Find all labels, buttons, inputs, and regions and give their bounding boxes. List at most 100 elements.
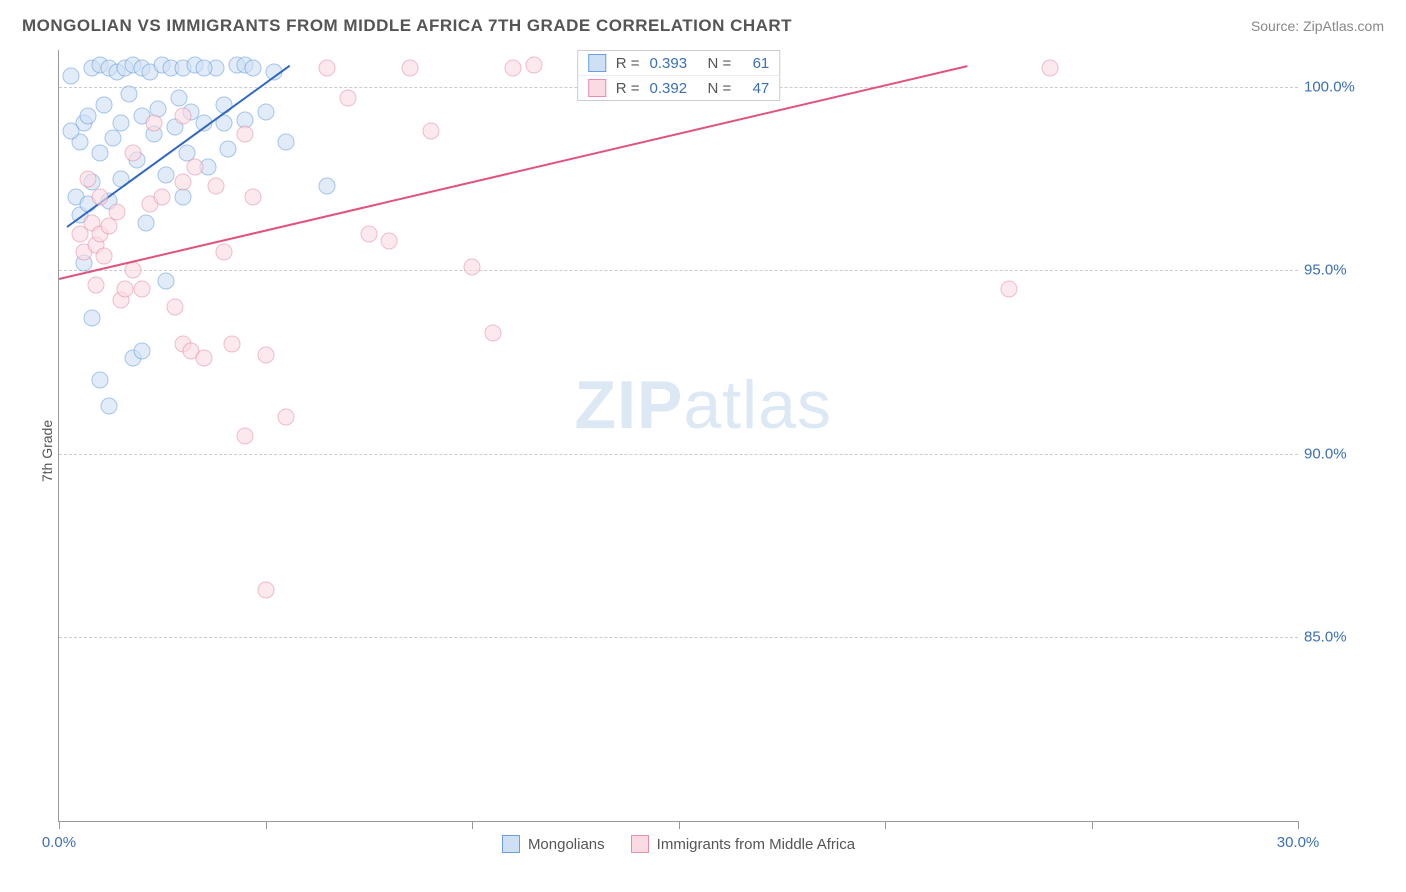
data-point: [133, 280, 150, 297]
data-point: [220, 141, 237, 158]
data-point: [245, 188, 262, 205]
data-point: [1000, 280, 1017, 297]
data-point: [174, 174, 191, 191]
data-point: [100, 398, 117, 415]
data-point: [464, 258, 481, 275]
stats-n-label: N =: [708, 55, 732, 72]
data-point: [63, 122, 80, 139]
data-point: [100, 218, 117, 235]
legend-label: Mongolians: [528, 836, 605, 853]
data-point: [121, 86, 138, 103]
data-point: [195, 350, 212, 367]
gridline: [59, 454, 1298, 455]
stats-r-value: 0.392: [650, 80, 698, 97]
data-point: [1042, 60, 1059, 77]
data-point: [257, 104, 274, 121]
legend-item: Mongolians: [502, 835, 605, 853]
x-tick-mark: [266, 821, 267, 829]
data-point: [79, 108, 96, 125]
data-point: [79, 170, 96, 187]
watermark-rest: atlas: [683, 367, 832, 443]
data-point: [145, 115, 162, 132]
stats-n-value: 47: [741, 80, 769, 97]
data-point: [112, 115, 129, 132]
data-point: [340, 89, 357, 106]
data-point: [108, 203, 125, 220]
data-point: [158, 273, 175, 290]
chart-area: 7th Grade ZIPatlas R =0.393N =61R =0.392…: [44, 50, 1388, 852]
scatter-plot: ZIPatlas R =0.393N =61R =0.392N =47 Mong…: [58, 50, 1298, 822]
gridline: [59, 270, 1298, 271]
data-point: [92, 372, 109, 389]
data-point: [216, 243, 233, 260]
data-point: [125, 144, 142, 161]
data-point: [174, 188, 191, 205]
data-point: [166, 299, 183, 316]
data-point: [319, 60, 336, 77]
data-point: [422, 122, 439, 139]
data-point: [484, 324, 501, 341]
data-point: [257, 346, 274, 363]
data-point: [154, 188, 171, 205]
chart-header: MONGOLIAN VS IMMIGRANTS FROM MIDDLE AFRI…: [0, 0, 1406, 44]
data-point: [236, 427, 253, 444]
data-point: [84, 310, 101, 327]
stats-n-label: N =: [708, 80, 732, 97]
data-point: [278, 133, 295, 150]
x-tick-mark: [59, 821, 60, 829]
data-point: [187, 159, 204, 176]
x-tick-mark: [472, 821, 473, 829]
data-point: [245, 60, 262, 77]
y-tick-label: 85.0%: [1304, 629, 1380, 646]
data-point: [117, 280, 134, 297]
y-axis-label: 7th Grade: [39, 420, 55, 482]
legend-item: Immigrants from Middle Africa: [631, 835, 855, 853]
data-point: [92, 144, 109, 161]
stats-n-value: 61: [741, 55, 769, 72]
data-point: [207, 177, 224, 194]
legend-swatch: [502, 835, 520, 853]
data-point: [137, 214, 154, 231]
stats-row: R = 0.392 N = 47: [578, 75, 780, 100]
data-point: [158, 166, 175, 183]
x-tick-mark: [679, 821, 680, 829]
watermark-bold: ZIP: [575, 367, 684, 443]
chart-title: MONGOLIAN VS IMMIGRANTS FROM MIDDLE AFRI…: [22, 16, 792, 36]
y-tick-label: 100.0%: [1304, 78, 1380, 95]
series-swatch: [588, 79, 606, 97]
data-point: [525, 56, 542, 73]
stats-row: R = 0.393 N = 61: [578, 51, 780, 75]
data-point: [88, 276, 105, 293]
x-tick-mark: [885, 821, 886, 829]
data-point: [133, 343, 150, 360]
stats-r-label: R =: [616, 80, 640, 97]
chart-legend: Mongolians Immigrants from Middle Africa: [59, 835, 1298, 853]
series-swatch: [588, 54, 606, 72]
data-point: [381, 232, 398, 249]
source-name: ZipAtlas.com: [1303, 18, 1384, 34]
data-point: [96, 247, 113, 264]
gridline: [59, 637, 1298, 638]
stats-r-label: R =: [616, 55, 640, 72]
x-tick-mark: [1092, 821, 1093, 829]
data-point: [402, 60, 419, 77]
x-tick-label: 0.0%: [42, 834, 76, 851]
data-point: [125, 262, 142, 279]
data-point: [63, 67, 80, 84]
data-point: [195, 60, 212, 77]
watermark: ZIPatlas: [575, 366, 832, 444]
x-tick-mark: [1298, 821, 1299, 829]
data-point: [257, 581, 274, 598]
data-point: [360, 225, 377, 242]
x-tick-label: 30.0%: [1277, 834, 1320, 851]
data-point: [224, 335, 241, 352]
data-point: [278, 409, 295, 426]
data-point: [505, 60, 522, 77]
data-point: [319, 177, 336, 194]
chart-source: Source: ZipAtlas.com: [1251, 18, 1384, 34]
data-point: [174, 108, 191, 125]
data-point: [170, 89, 187, 106]
correlation-stats-box: R = 0.393 N = 61 R = 0.392 N = 47: [577, 50, 781, 101]
data-point: [96, 97, 113, 114]
stats-r-value: 0.393: [650, 55, 698, 72]
